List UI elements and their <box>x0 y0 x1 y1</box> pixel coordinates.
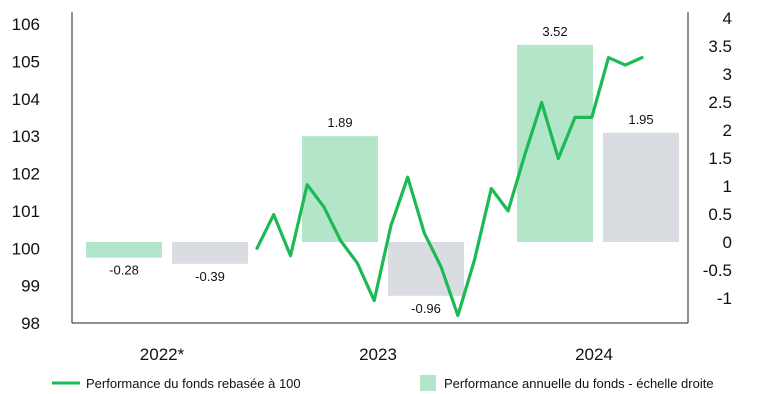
right-tick-label: 3.5 <box>708 37 732 56</box>
right-tick-label: 1.5 <box>708 149 732 168</box>
axes <box>71 12 689 324</box>
right-axis-ticks: -1 -0.5 0 0.5 1 1.5 2 2.5 3 3.5 4 <box>703 9 732 308</box>
right-tick-label: 0.5 <box>708 205 732 224</box>
legend: Performance du fonds rebasée à 100 Perfo… <box>52 375 714 391</box>
right-tick-label: 1 <box>723 177 732 196</box>
right-tick-label: -0.5 <box>703 261 732 280</box>
left-tick-label: 102 <box>12 165 40 184</box>
bar-labels: -0.28 -0.39 1.89 -0.96 3.52 1.95 <box>109 24 653 316</box>
bar-data-label: 1.95 <box>628 112 653 127</box>
legend-bar-label: Performance annuelle du fonds - échelle … <box>444 376 714 391</box>
right-tick-label: -1 <box>717 289 732 308</box>
bar-benchmark <box>603 132 679 242</box>
right-tick-label: 3 <box>723 65 732 84</box>
bar-fund <box>86 242 162 258</box>
left-tick-label: 106 <box>12 15 40 34</box>
line-layer <box>255 55 644 318</box>
left-tick-label: 100 <box>12 239 40 258</box>
left-tick-label: 105 <box>12 52 40 71</box>
line-series-fund <box>255 55 644 318</box>
right-tick-label: 2.5 <box>708 93 732 112</box>
left-axis-ticks: 98 99 100 101 102 103 104 105 106 <box>12 15 40 333</box>
left-tick-label: 101 <box>12 202 40 221</box>
category-labels: 2022* 2023 2024 <box>140 345 613 364</box>
category-label: 2024 <box>575 345 613 364</box>
bar-benchmark <box>388 242 464 296</box>
left-tick-label: 99 <box>21 277 40 296</box>
bar-data-label: 3.52 <box>542 24 567 39</box>
right-tick-label: 2 <box>723 121 732 140</box>
bar-data-label: -0.39 <box>195 269 225 284</box>
left-tick-label: 103 <box>12 127 40 146</box>
right-tick-label: 0 <box>723 233 732 252</box>
category-label: 2022* <box>140 345 185 364</box>
legend-line-label: Performance du fonds rebasée à 100 <box>86 376 301 391</box>
legend-bar-swatch <box>420 375 436 391</box>
bar-benchmark <box>172 242 248 264</box>
bar-data-label: 1.89 <box>327 115 352 130</box>
category-label: 2023 <box>359 345 397 364</box>
left-tick-label: 104 <box>12 90 40 109</box>
left-tick-label: 98 <box>21 314 40 333</box>
bar-fund <box>302 136 378 242</box>
bar-data-label: -0.96 <box>411 301 441 316</box>
right-tick-label: 4 <box>723 9 732 28</box>
bar-data-label: -0.28 <box>109 263 139 278</box>
